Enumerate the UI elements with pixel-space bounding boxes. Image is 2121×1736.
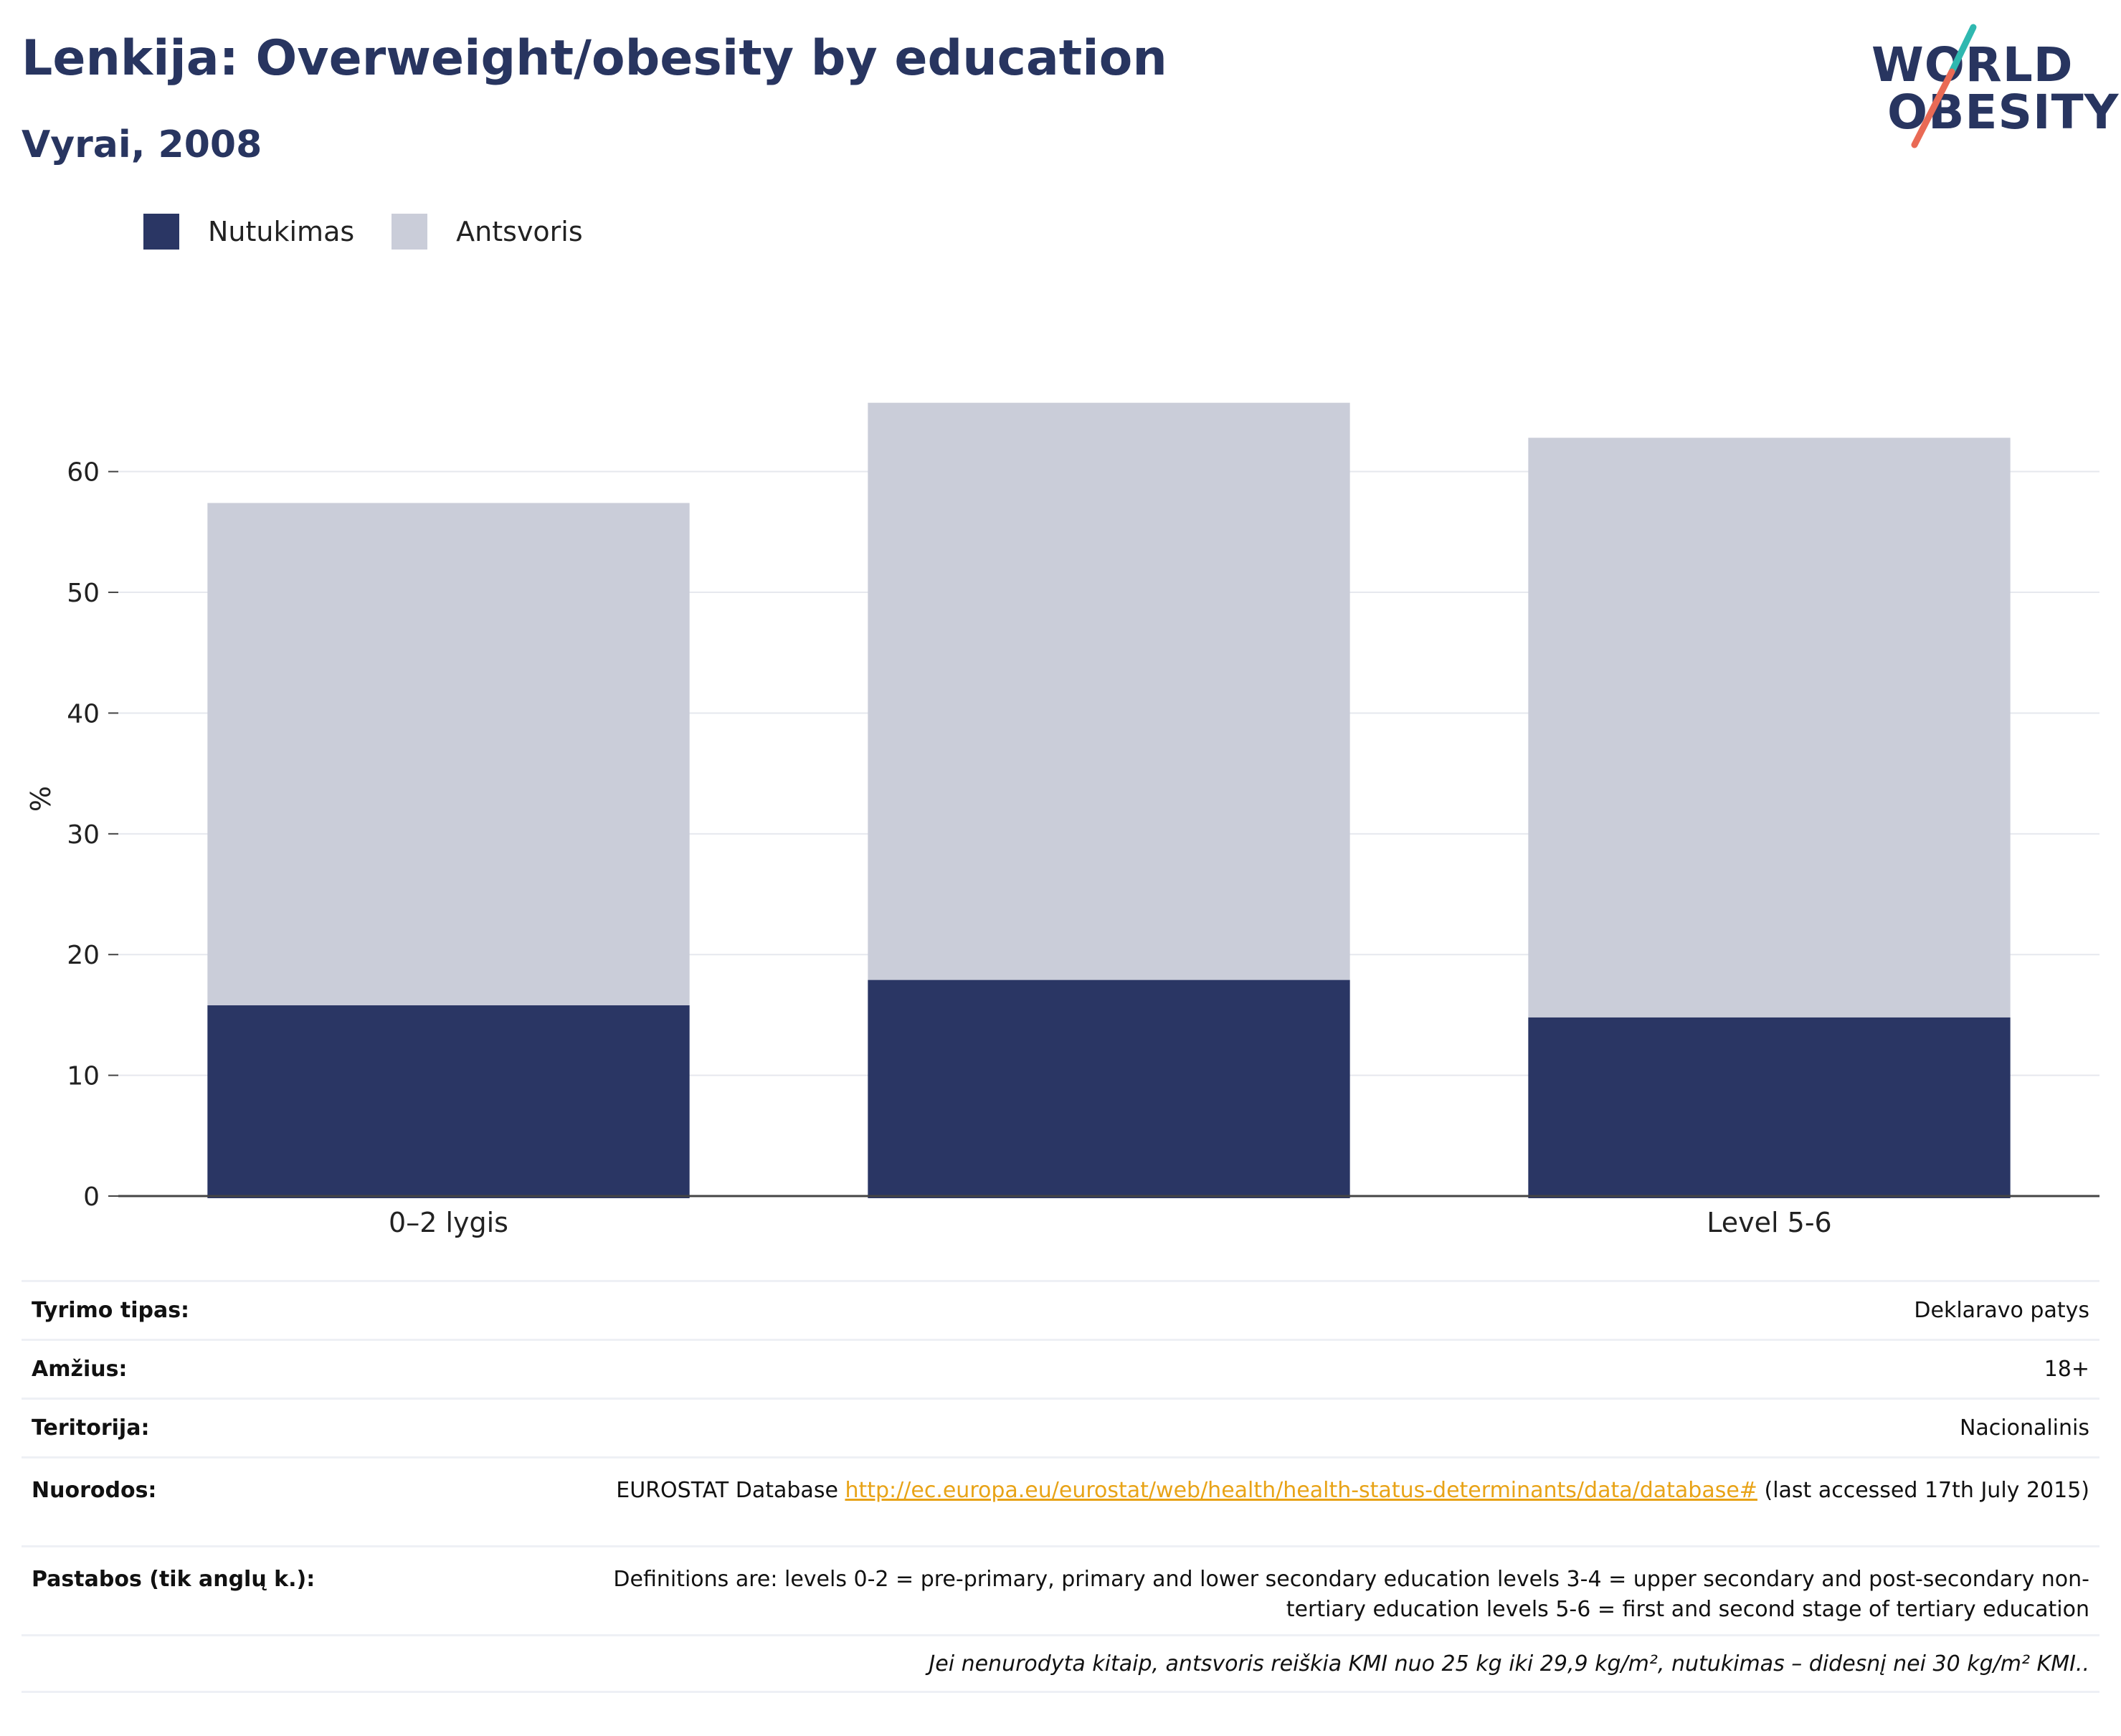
bar-chart: 0 10 20 30 40 50 60 0–2 lygis Level 5-6 % bbox=[25, 402, 2099, 1238]
notes-value: Definitions are: levels 0-2 = pre-primar… bbox=[613, 1567, 2089, 1622]
references-link[interactable]: http://ec.europa.eu/eurostat/web/health/… bbox=[845, 1478, 1757, 1503]
age-value: 18+ bbox=[2044, 1357, 2089, 1382]
y-axis-ticks: 0 10 20 30 40 50 60 bbox=[67, 458, 118, 1212]
references-value: EUROSTAT Database http://ec.europa.eu/eu… bbox=[616, 1476, 2089, 1506]
references-suffix: (last accessed 17th July 2015) bbox=[1757, 1478, 2089, 1503]
info-row-age: Amžius: 18+ bbox=[22, 1339, 2099, 1398]
bar-segment-obesity[interactable] bbox=[207, 1005, 690, 1198]
y-axis-title: % bbox=[25, 786, 57, 812]
chart-title: Lenkija: Overweight/obesity by education bbox=[22, 30, 1167, 87]
survey-label: Tyrimo tipas: bbox=[32, 1298, 190, 1323]
logo-word-world: WORLD bbox=[1871, 37, 2074, 93]
references-prefix: EUROSTAT Database bbox=[616, 1478, 845, 1503]
bar-segment-overweight[interactable] bbox=[1528, 437, 2011, 1018]
info-row-notes: Pastabos (tik anglų k.): Definitions are… bbox=[22, 1545, 2099, 1634]
bar-segment-obesity[interactable] bbox=[868, 980, 1350, 1198]
info-row-survey: Tyrimo tipas: Deklaravo patys bbox=[22, 1280, 2099, 1339]
info-table: Tyrimo tipas: Deklaravo patys Amžius: 18… bbox=[22, 1280, 2099, 1693]
y-tick-label: 10 bbox=[67, 1062, 100, 1091]
legend-swatch-overweight bbox=[392, 214, 428, 250]
y-tick-label: 50 bbox=[67, 579, 100, 608]
chart-subtitle: Vyrai, 2008 bbox=[22, 123, 262, 166]
footnote-text: Jei nenurodyta kitaip, antsvoris reiškia… bbox=[929, 1651, 2089, 1676]
chart-legend: Nutukimas Antsvoris bbox=[143, 214, 620, 250]
y-tick-label: 20 bbox=[67, 941, 100, 970]
info-row-references: Nuorodos: EUROSTAT Database http://ec.eu… bbox=[22, 1456, 2099, 1545]
world-obesity-logo[interactable]: WORLD OBESITY bbox=[1871, 22, 2118, 151]
territory-value: Nacionalinis bbox=[1959, 1415, 2089, 1441]
survey-value: Deklaravo patys bbox=[1914, 1298, 2089, 1323]
y-tick-label: 30 bbox=[67, 820, 100, 850]
y-tick-label: 0 bbox=[83, 1182, 100, 1212]
logo-slash-icon bbox=[1911, 24, 1977, 148]
info-row-footnote: Jei nenurodyta kitaip, antsvoris reiškia… bbox=[22, 1634, 2099, 1693]
info-row-territory: Teritorija: Nacionalinis bbox=[22, 1398, 2099, 1456]
y-tick-label: 40 bbox=[67, 699, 100, 729]
x-axis-labels: 0–2 lygis Level 5-6 bbox=[389, 1207, 1832, 1238]
legend-item-obesity[interactable]: Nutukimas bbox=[143, 214, 354, 250]
notes-label: Pastabos (tik anglų k.): bbox=[32, 1567, 315, 1592]
bar-segment-overweight[interactable] bbox=[207, 503, 690, 1005]
x-tick-label: 0–2 lygis bbox=[389, 1207, 508, 1238]
legend-swatch-obesity bbox=[143, 214, 179, 250]
legend-label-obesity: Nutukimas bbox=[208, 216, 355, 247]
bar-segment-overweight[interactable] bbox=[868, 402, 1350, 980]
territory-label: Teritorija: bbox=[32, 1415, 150, 1441]
age-label: Amžius: bbox=[32, 1357, 128, 1382]
bars bbox=[207, 402, 2011, 1198]
references-label: Nuorodos: bbox=[32, 1478, 157, 1503]
legend-label-overweight: Antsvoris bbox=[456, 216, 583, 247]
bar-segment-obesity[interactable] bbox=[1528, 1017, 2011, 1198]
x-tick-label: Level 5-6 bbox=[1707, 1207, 1831, 1238]
y-tick-label: 60 bbox=[67, 458, 100, 488]
legend-item-overweight[interactable]: Antsvoris bbox=[392, 214, 583, 250]
